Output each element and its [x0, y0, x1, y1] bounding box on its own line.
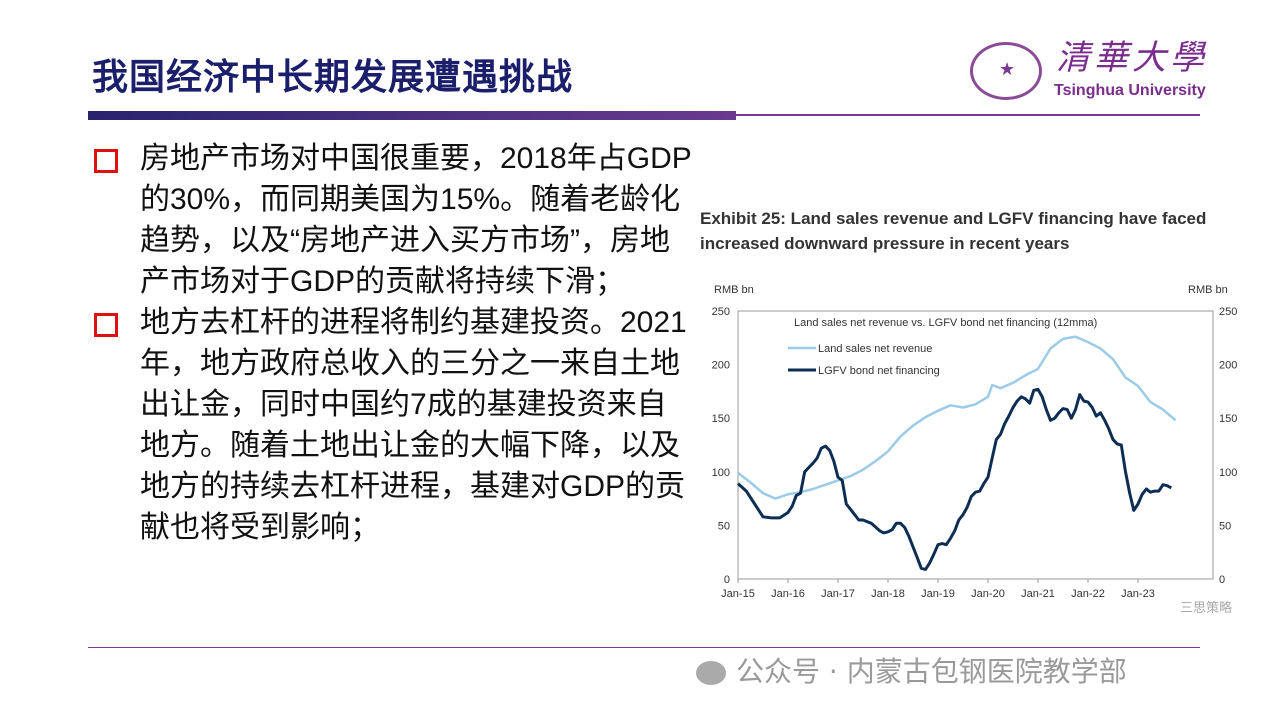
- checkbox-bullet-icon: [94, 149, 118, 173]
- y-tick-label-right: 0: [1219, 574, 1225, 586]
- x-tick-label: Jan-22: [1071, 588, 1105, 600]
- bullet-item: 房地产市场对中国很重要，2018年占GDP的30%，而同期美国为15%。随着老龄…: [92, 138, 692, 302]
- tsinghua-logo: 清華大學 Tsinghua University: [970, 38, 1210, 102]
- x-tick-label: Jan-23: [1121, 588, 1155, 600]
- y-tick-label-right: 50: [1219, 520, 1231, 532]
- x-tick-label: Jan-19: [921, 588, 955, 600]
- y-tick-label-left: 200: [712, 360, 730, 372]
- x-tick-label: Jan-18: [871, 588, 905, 600]
- bullet-text: 地方去杠杆的进程将制约基建投资。2021年，地方政府总收入的三分之一来自土地出让…: [140, 306, 687, 544]
- y-axis-label-left: RMB bn: [714, 284, 754, 296]
- university-seal-icon: [970, 42, 1042, 100]
- logo-chinese: 清華大學: [1056, 38, 1208, 78]
- exhibit-line-1: Exhibit 25: Land sales revenue and LGFV …: [700, 209, 1207, 228]
- x-tick-label: Jan-15: [721, 588, 755, 600]
- chart-watermark: 三思策略: [1180, 601, 1233, 616]
- watermark: 公众号 · 内蒙古包钢医院教学部: [696, 650, 1127, 690]
- wechat-icon: [696, 661, 726, 685]
- plot-frame: [737, 310, 1214, 580]
- legend-label: LGFV bond net financing: [818, 365, 940, 377]
- bullet-item: 地方去杠杆的进程将制约基建投资。2021年，地方政府总收入的三分之一来自土地出让…: [92, 302, 692, 548]
- y-tick-label-right: 150: [1219, 413, 1237, 425]
- x-tick-label: Jan-21: [1021, 588, 1055, 600]
- y-tick-label-right: 200: [1219, 360, 1237, 372]
- y-tick-label-left: 100: [712, 467, 730, 479]
- y-axis-label-right: RMB bn: [1188, 284, 1228, 296]
- x-tick-label: Jan-17: [821, 588, 855, 600]
- watermark-text: 公众号 · 内蒙古包钢医院教学部: [736, 655, 1127, 688]
- y-tick-label-left: 250: [712, 306, 730, 318]
- logo-english: Tsinghua University: [1054, 82, 1206, 99]
- y-tick-label-left: 150: [712, 413, 730, 425]
- chart-title: Land sales net revenue vs. LGFV bond net…: [794, 317, 1097, 329]
- line-chart: RMB bn RMB bn 0 0 50 50 100 100 150 150 200 200 250 2…: [712, 284, 1238, 600]
- title-divider: [88, 111, 736, 120]
- checkbox-bullet-icon: [94, 313, 118, 337]
- y-tick-label-left: 50: [718, 520, 730, 532]
- bullet-text: 房地产市场对中国很重要，2018年占GDP的30%，而同期美国为15%。随着老龄…: [140, 142, 692, 298]
- x-tick-label: Jan-16: [771, 588, 805, 600]
- title-divider-thin: [736, 114, 1200, 116]
- footer-divider: [88, 647, 1200, 648]
- bullet-list: 房地产市场对中国很重要，2018年占GDP的30%，而同期美国为15%。随着老龄…: [92, 138, 692, 548]
- series-line-land: [737, 335, 1177, 500]
- y-tick-label-right: 100: [1219, 467, 1237, 479]
- y-tick-label-left: 0: [724, 574, 730, 586]
- x-tick-label: Jan-20: [971, 588, 1005, 600]
- legend-label: Land sales net revenue: [818, 343, 932, 355]
- page-title: 我国经济中长期发展遭遇挑战: [92, 57, 574, 98]
- y-tick-label-right: 250: [1219, 306, 1237, 318]
- exhibit-caption: Exhibit 25: Land sales revenue and LGFV …: [700, 206, 1206, 256]
- exhibit-line-2: increased downward pressure in recent ye…: [700, 234, 1070, 253]
- series-line-lgfv: [736, 387, 1173, 571]
